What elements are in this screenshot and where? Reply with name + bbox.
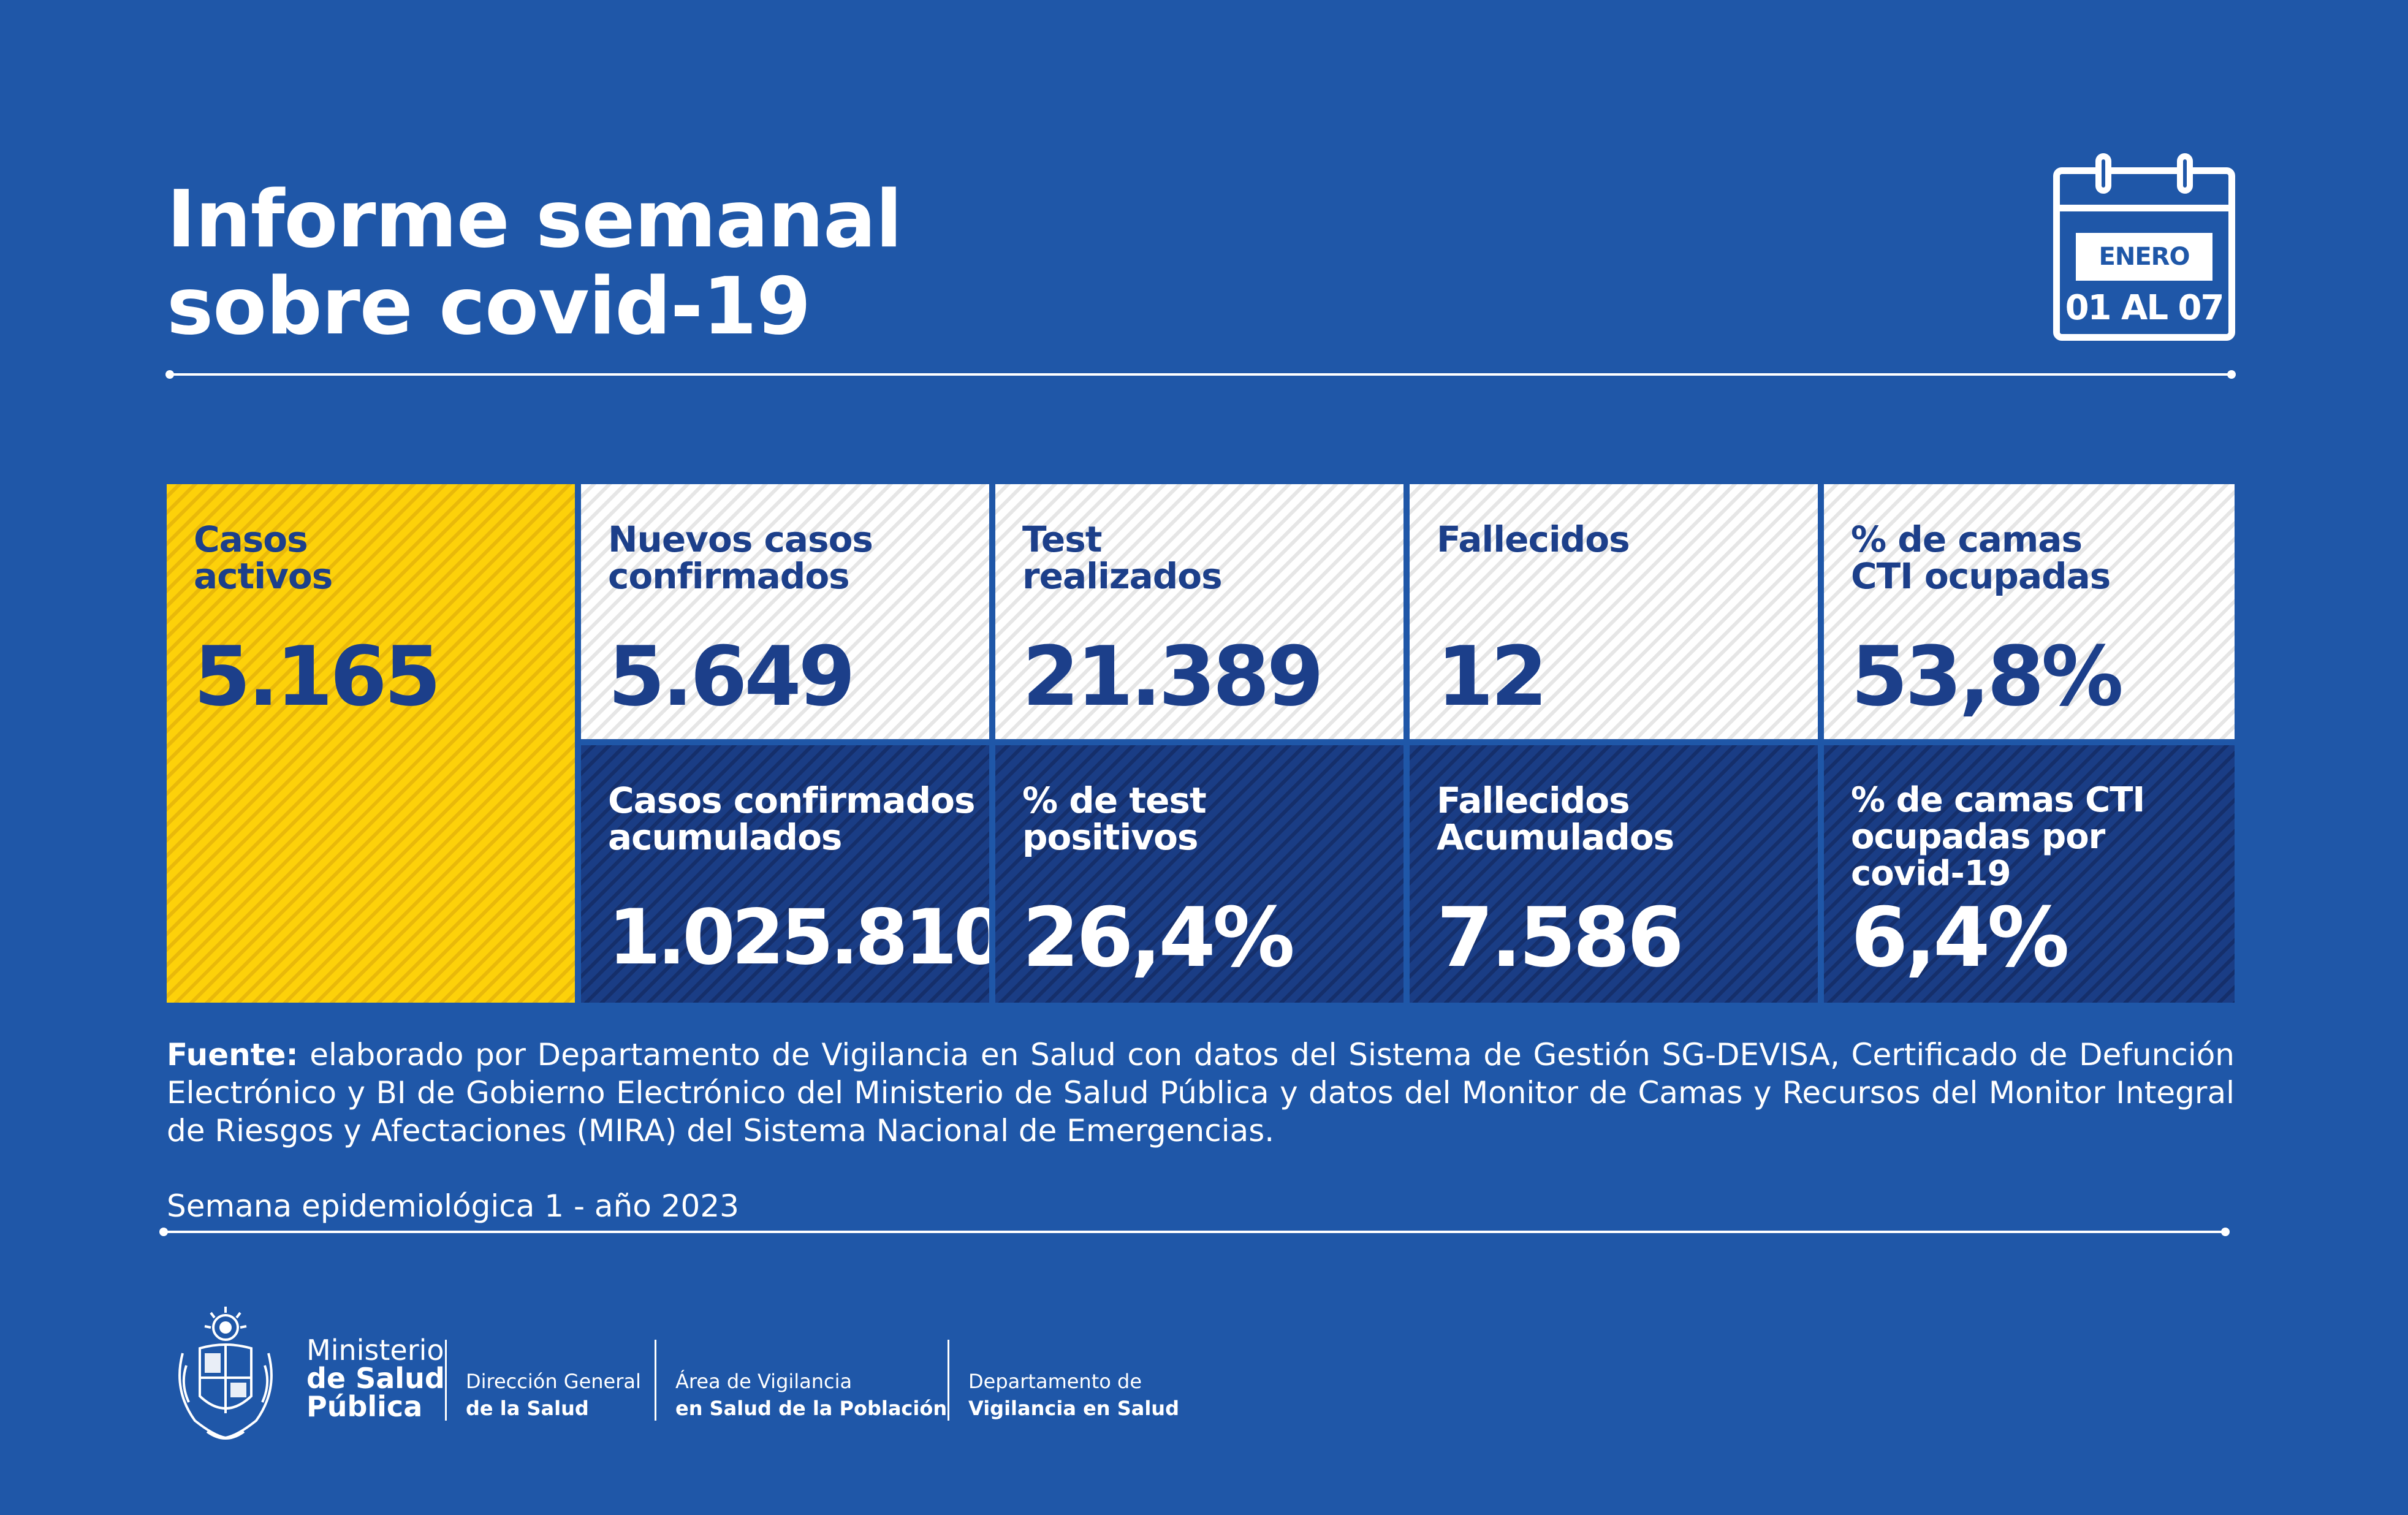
card-test-positivos: % de test positivos 26,4% — [995, 745, 1403, 1003]
source-note: Fuente: elaborado por Departamento de Vi… — [167, 1036, 2235, 1150]
unit-line-2: de la Salud — [466, 1397, 589, 1420]
card-label-line-2: realizados — [1022, 555, 1223, 597]
card-label-line-2: confirmados — [608, 555, 850, 597]
card-value: 53,8% — [1851, 629, 2124, 724]
card-label: Fallecidos Acumulados — [1437, 782, 1812, 856]
card-casos-acumulados: Casos confirmados acumulados 1.025.810 — [581, 745, 989, 1003]
card-camas-cti: % de camas CTI ocupadas 53,8% — [1824, 484, 2235, 739]
card-value: 1.025.810 — [608, 894, 989, 982]
calendar-range: 01 AL 07 — [2065, 288, 2225, 328]
card-label-line-1: Fallecidos — [1437, 780, 1630, 821]
card-test-realizados: Test realizados 21.389 — [995, 484, 1403, 739]
ministry-name: Ministerio de Salud Pública — [306, 1336, 445, 1421]
card-label: Fallecidos — [1437, 521, 1812, 558]
stats-grid: Casos activos 5.165 Nuevos casos confirm… — [167, 484, 2235, 1003]
calendar-ring-right — [2177, 153, 2193, 194]
card-value: 6,4% — [1851, 890, 2070, 985]
card-label-line-2: ocupadas por covid-19 — [1851, 817, 2105, 894]
footer-separator — [948, 1340, 949, 1421]
title-line-1: Informe semanal — [167, 174, 902, 265]
card-label-line-1: Fallecidos — [1437, 518, 1630, 560]
card-label: % de camas CTI ocupadas — [1851, 521, 2228, 594]
card-label-line-1: % de camas CTI — [1851, 780, 2145, 820]
coat-of-arms-icon — [178, 1307, 273, 1440]
card-value: 7.586 — [1437, 890, 1684, 985]
ministry-line-3: Pública — [306, 1390, 423, 1423]
title-line-2: sobre covid-19 — [167, 261, 811, 352]
card-label: Test realizados — [1022, 521, 1397, 594]
unit-line-2: Vigilancia en Salud — [968, 1397, 1179, 1420]
card-fallecidos: Fallecidos 12 — [1410, 484, 1818, 739]
card-label-line-1: % de test — [1022, 780, 1207, 821]
card-label: % de camas CTI ocupadas por covid-19 — [1851, 782, 2228, 892]
card-label: % de test positivos — [1022, 782, 1397, 856]
card-label: Nuevos casos confirmados — [608, 521, 983, 594]
unit-line-1: Dirección General — [466, 1370, 641, 1393]
card-fallecidos-acumulados: Fallecidos Acumulados 7.586 — [1410, 745, 1818, 1003]
card-label-line-2: CTI ocupadas — [1851, 555, 2111, 597]
footer-unit-area: Área de Vigilancia en Salud de la Poblac… — [675, 1368, 947, 1422]
card-label-line-1: Casos confirmados — [608, 780, 976, 821]
card-label: Casos confirmados acumulados — [608, 782, 983, 856]
unit-line-2: en Salud de la Población — [675, 1397, 948, 1420]
card-label-line-1: % de camas — [1851, 518, 2083, 560]
card-label: Casos activos — [194, 521, 569, 594]
card-label-line-2: acumulados — [608, 816, 842, 858]
source-text: elaborado por Departamento de Vigilancia… — [167, 1037, 2235, 1149]
card-value: 26,4% — [1022, 890, 1295, 985]
divider-top — [165, 370, 2236, 379]
card-label-line-2: positivos — [1022, 816, 1199, 858]
footer-unit-departamento: Departamento de Vigilancia en Salud — [968, 1368, 1179, 1422]
card-camas-covid: % de camas CTI ocupadas por covid-19 6,4… — [1824, 745, 2235, 1003]
epi-week: Semana epidemiológica 1 - año 2023 — [167, 1188, 739, 1224]
unit-line-1: Departamento de — [968, 1370, 1142, 1393]
card-value: 5.165 — [194, 629, 441, 724]
card-value: 12 — [1437, 629, 1548, 724]
card-label-line-2: Acumulados — [1437, 816, 1674, 858]
card-casos-activos: Casos activos 5.165 — [167, 484, 575, 1003]
card-label-line-1: Nuevos casos — [608, 518, 873, 560]
footer-unit-direccion: Dirección General de la Salud — [466, 1368, 641, 1422]
calendar-ring-left — [2095, 153, 2111, 194]
calendar-month: ENERO — [2076, 233, 2212, 281]
calendar-icon: ENERO 01 AL 07 — [2053, 153, 2235, 341]
card-nuevos-casos: Nuevos casos confirmados 5.649 — [581, 484, 989, 739]
card-value: 21.389 — [1022, 629, 1324, 724]
ministry-line-1: Ministerio — [306, 1334, 444, 1367]
footer-separator — [445, 1340, 447, 1421]
divider-bottom — [159, 1228, 2230, 1236]
page-title: Informe semanal sobre covid-19 — [167, 177, 902, 351]
source-prefix: Fuente: — [167, 1037, 298, 1073]
card-label-line-1: Test — [1022, 518, 1102, 560]
unit-line-1: Área de Vigilancia — [675, 1370, 853, 1393]
footer-separator — [655, 1340, 656, 1421]
card-label-line-1: Casos — [194, 518, 308, 560]
card-label-line-2: activos — [194, 555, 333, 597]
calendar-bar — [2060, 205, 2228, 211]
ministry-line-2: de Salud — [306, 1362, 445, 1395]
card-value: 5.649 — [608, 629, 856, 724]
